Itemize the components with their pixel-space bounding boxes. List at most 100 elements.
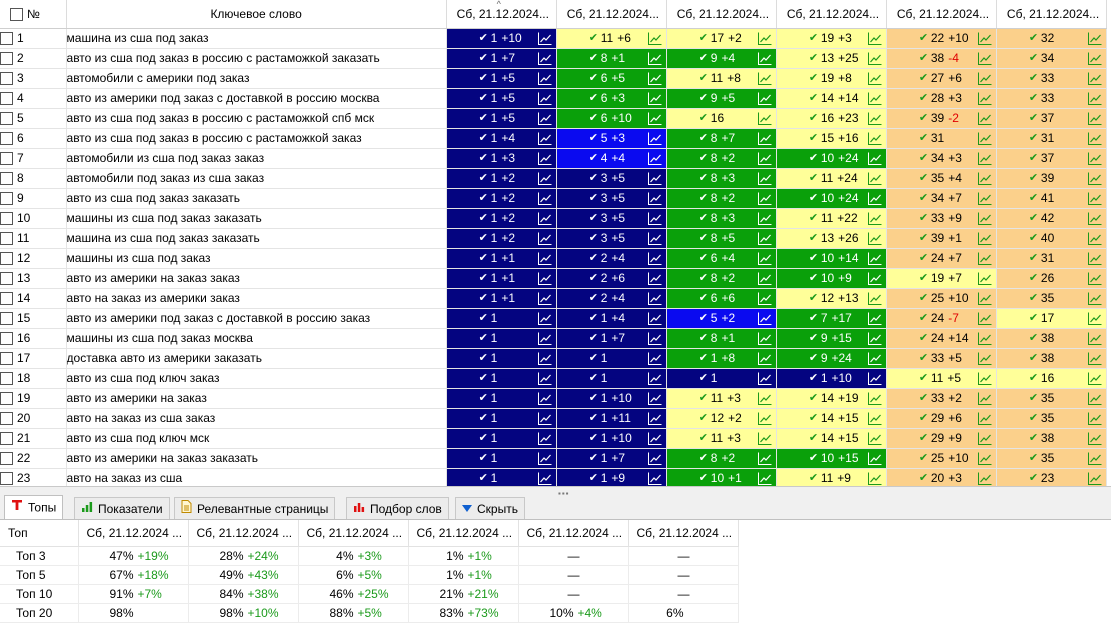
tab-tops[interactable]: Топы (4, 495, 64, 519)
trend-chart-icon[interactable] (1088, 92, 1102, 105)
tab-hide[interactable]: Скрыть (455, 497, 525, 519)
position-cell[interactable]: ✔ 23 (996, 468, 1108, 486)
trend-chart-icon[interactable] (977, 152, 992, 165)
position-cell[interactable]: ✔ 2 +4 (556, 248, 667, 269)
position-cell[interactable]: ✔ 1 (446, 388, 557, 409)
position-cell[interactable]: ✔ 22 +10 (886, 28, 997, 49)
trend-chart-icon[interactable] (537, 252, 552, 265)
trend-chart-icon[interactable] (977, 472, 992, 485)
position-cell[interactable]: ✔ 38 -4 (886, 48, 997, 69)
table-row[interactable]: 22 авто из америки на заказ заказать ✔ 1 ✔ 1 +… (0, 448, 1108, 469)
trend-chart-icon[interactable] (1088, 152, 1102, 165)
tab-relevant-pages[interactable]: Релевантные страницы (174, 497, 336, 519)
trend-chart-icon[interactable] (1088, 272, 1102, 285)
row-checkbox[interactable] (0, 192, 13, 206)
position-cell[interactable]: ✔ 1 +5 (446, 108, 557, 129)
row-number-cell[interactable]: 9 (0, 188, 67, 209)
keyword-cell[interactable]: авто из сша под ключ мск (66, 428, 447, 449)
position-cell[interactable]: ✔ 37 (996, 108, 1108, 129)
trend-chart-icon[interactable] (647, 252, 662, 265)
trend-chart-icon[interactable] (1088, 212, 1102, 225)
position-cell[interactable]: ✔ 1 +2 (446, 168, 557, 189)
position-cell[interactable]: ✔ 39 (996, 168, 1108, 189)
trend-chart-icon[interactable] (537, 392, 552, 405)
keyword-cell[interactable]: авто из америки на заказ заказ (66, 268, 447, 289)
trend-chart-icon[interactable] (757, 292, 772, 305)
position-cell[interactable]: ✔ 35 (996, 388, 1108, 409)
position-cell[interactable]: ✔ 6 +5 (556, 68, 667, 89)
position-cell[interactable]: ✔ 1 (446, 448, 557, 469)
trend-chart-icon[interactable] (977, 112, 992, 125)
row-checkbox[interactable] (0, 352, 13, 366)
position-cell[interactable]: ✔ 5 +2 (666, 308, 777, 329)
keyword-cell[interactable]: машина из сша под заказ заказать (66, 228, 447, 249)
trend-chart-icon[interactable] (537, 212, 552, 225)
position-cell[interactable]: ✔ 6 +4 (666, 248, 777, 269)
trend-chart-icon[interactable] (647, 332, 662, 345)
trend-chart-icon[interactable] (757, 272, 772, 285)
position-cell[interactable]: ✔ 35 (996, 288, 1108, 309)
trend-chart-icon[interactable] (977, 252, 992, 265)
position-cell[interactable]: ✔ 3 +5 (556, 228, 667, 249)
trend-chart-icon[interactable] (977, 312, 992, 325)
position-cell[interactable]: ✔ 12 +13 (776, 288, 887, 309)
column-header-date[interactable]: Сб, 21.12.2024... (666, 0, 777, 29)
trend-chart-icon[interactable] (1088, 472, 1102, 485)
position-cell[interactable]: ✔ 13 +25 (776, 48, 887, 69)
trend-chart-icon[interactable] (647, 192, 662, 205)
position-cell[interactable]: ✔ 42 (996, 208, 1108, 229)
trend-chart-icon[interactable] (647, 412, 662, 425)
row-number-cell[interactable]: 7 (0, 148, 67, 169)
column-header-date[interactable]: Сб, 21.12.2024... (556, 0, 667, 29)
position-cell[interactable]: ✔ 32 (996, 28, 1108, 49)
trend-chart-icon[interactable] (647, 292, 662, 305)
position-cell[interactable]: ✔ 5 +3 (556, 128, 667, 149)
keyword-cell[interactable]: машина из сша под заказ (66, 28, 447, 49)
trend-chart-icon[interactable] (1088, 52, 1102, 65)
trend-chart-icon[interactable] (1088, 292, 1102, 305)
trend-chart-icon[interactable] (977, 352, 992, 365)
position-cell[interactable]: ✔ 25 +10 (886, 448, 997, 469)
row-checkbox[interactable] (0, 372, 13, 386)
tops-column-header-date[interactable]: Сб, 21.12.2024 ... (518, 520, 629, 547)
column-header-date[interactable]: ^ Сб, 21.12.2024... (446, 0, 557, 29)
position-cell[interactable]: ✔ 38 (996, 348, 1108, 369)
trend-chart-icon[interactable] (647, 452, 662, 465)
position-cell[interactable]: ✔ 29 +9 (886, 428, 997, 449)
trend-chart-icon[interactable] (537, 172, 552, 185)
position-cell[interactable]: ✔ 3 +5 (556, 168, 667, 189)
keyword-cell[interactable]: автомобили под заказ из сша заказ (66, 168, 447, 189)
table-row[interactable]: 10 машины из сша под заказ заказать ✔ 1 +2 ✔ 3… (0, 208, 1108, 229)
table-row[interactable]: 16 машины из сша под заказ москва ✔ 1 ✔ 1 +7 ✔ 8… (0, 328, 1108, 349)
position-cell[interactable]: ✔ 6 +10 (556, 108, 667, 129)
table-row[interactable]: 15 авто из америки под заказ с доставкой … (0, 308, 1108, 329)
trend-chart-icon[interactable] (537, 72, 552, 85)
trend-chart-icon[interactable] (977, 192, 992, 205)
position-cell[interactable]: ✔ 1 +7 (556, 448, 667, 469)
position-cell[interactable]: ✔ 10 +15 (776, 448, 887, 469)
row-checkbox[interactable] (0, 272, 13, 286)
row-checkbox[interactable] (0, 132, 13, 146)
trend-chart-icon[interactable] (757, 172, 772, 185)
position-cell[interactable]: ✔ 11 +24 (776, 168, 887, 189)
position-cell[interactable]: ✔ 9 +15 (776, 328, 887, 349)
trend-chart-icon[interactable] (867, 192, 882, 205)
position-cell[interactable]: ✔ 31 (996, 248, 1108, 269)
position-cell[interactable]: ✔ 16 (666, 108, 777, 129)
table-row[interactable]: 23 авто на заказ из сша ✔ 1 ✔ 1 +9 ✔ 10 +1 ✔ 11 +9 ✔ 2… (0, 468, 1108, 486)
trend-chart-icon[interactable] (647, 392, 662, 405)
position-cell[interactable]: ✔ 1 (446, 428, 557, 449)
position-cell[interactable]: ✔ 28 +3 (886, 88, 997, 109)
trend-chart-icon[interactable] (1088, 412, 1102, 425)
tops-column-header-date[interactable]: Сб, 21.12.2024 ... (628, 520, 739, 547)
row-number-cell[interactable]: 22 (0, 448, 67, 469)
keyword-cell[interactable]: авто из сша под заказ в россию с растамо… (66, 48, 447, 69)
row-checkbox[interactable] (0, 172, 13, 186)
position-cell[interactable]: ✔ 33 +5 (886, 348, 997, 369)
trend-chart-icon[interactable] (537, 372, 552, 385)
trend-chart-icon[interactable] (647, 32, 662, 45)
position-cell[interactable]: ✔ 1 (446, 308, 557, 329)
position-cell[interactable]: ✔ 1 +2 (446, 208, 557, 229)
trend-chart-icon[interactable] (867, 452, 882, 465)
trend-chart-icon[interactable] (647, 132, 662, 145)
